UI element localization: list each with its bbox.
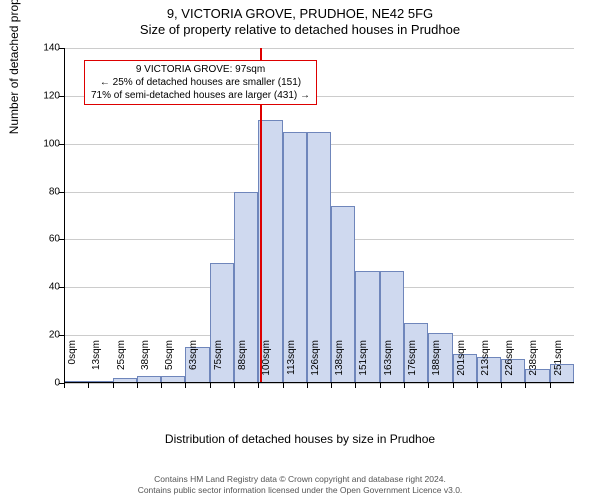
- x-tick-label: 25sqm: [116, 340, 127, 388]
- page-title: 9, VICTORIA GROVE, PRUDHOE, NE42 5FG: [0, 0, 600, 21]
- annotation-line: 71% of semi-detached houses are larger (…: [91, 89, 310, 102]
- x-tick-label: 138sqm: [334, 340, 345, 388]
- x-tick-label: 213sqm: [480, 340, 491, 388]
- x-tick-label: 188sqm: [431, 340, 442, 388]
- footer-attribution: Contains HM Land Registry data © Crown c…: [0, 474, 600, 496]
- x-tick-label: 100sqm: [261, 340, 272, 388]
- annotation-line: 9 VICTORIA GROVE: 97sqm: [91, 63, 310, 76]
- y-tick-label: 60: [30, 234, 60, 245]
- x-tick-label: 151sqm: [358, 340, 369, 388]
- page-subtitle: Size of property relative to detached ho…: [0, 22, 600, 37]
- x-tick-label: 0sqm: [67, 340, 78, 388]
- x-tick-label: 63sqm: [188, 340, 199, 388]
- x-tick-label: 75sqm: [213, 340, 224, 388]
- grid-line: [64, 48, 574, 49]
- annotation-box: 9 VICTORIA GROVE: 97sqm← 25% of detached…: [84, 60, 317, 105]
- x-tick-label: 126sqm: [310, 340, 321, 388]
- x-tick-label: 50sqm: [164, 340, 175, 388]
- y-tick-label: 80: [30, 186, 60, 197]
- footer-line-2: Contains public sector information licen…: [0, 485, 600, 496]
- x-tick-label: 251sqm: [553, 340, 564, 388]
- x-axis-title: Distribution of detached houses by size …: [0, 432, 600, 446]
- footer-line-1: Contains HM Land Registry data © Crown c…: [0, 474, 600, 485]
- x-tick-label: 201sqm: [456, 340, 467, 388]
- annotation-line: ← 25% of detached houses are smaller (15…: [91, 76, 310, 89]
- x-tick-label: 176sqm: [407, 340, 418, 388]
- y-tick-label: 20: [30, 330, 60, 341]
- x-tick-label: 38sqm: [140, 340, 151, 388]
- y-tick-label: 0: [30, 378, 60, 389]
- histogram-chart: 0204060801001201400sqm13sqm25sqm38sqm50s…: [64, 48, 574, 383]
- y-tick-label: 100: [30, 138, 60, 149]
- x-tick-label: 88sqm: [237, 340, 248, 388]
- y-tick-label: 140: [30, 43, 60, 54]
- x-tick-label: 226sqm: [504, 340, 515, 388]
- y-axis-label: Number of detached properties: [7, 0, 21, 134]
- x-tick-label: 113sqm: [286, 340, 297, 388]
- y-tick-label: 120: [30, 90, 60, 101]
- x-tick-label: 13sqm: [91, 340, 102, 388]
- x-tick-label: 163sqm: [383, 340, 394, 388]
- x-tick-label: 238sqm: [528, 340, 539, 388]
- y-tick-label: 40: [30, 282, 60, 293]
